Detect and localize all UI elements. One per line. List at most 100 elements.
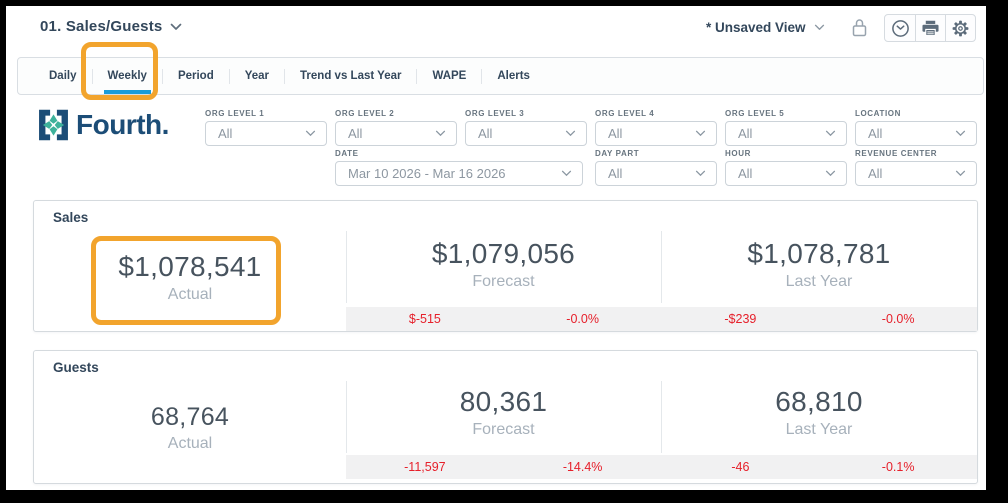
guests-forecast-metric: 80,361 Forecast bbox=[346, 373, 661, 452]
filter-org-level-1: ORG LEVEL 1 All bbox=[205, 109, 327, 146]
sales-forecast-metric: $1,079,056 Forecast bbox=[346, 223, 661, 306]
guests-card: Guests 68,764 Actual 80,361 Forecast 68,… bbox=[33, 350, 978, 484]
metric-value: 80,361 bbox=[459, 386, 548, 417]
chevron-down-icon bbox=[435, 130, 446, 137]
select-value: All bbox=[348, 126, 363, 141]
print-button[interactable] bbox=[915, 15, 945, 41]
chevron-down-icon bbox=[695, 170, 706, 177]
metric-label: Forecast bbox=[472, 421, 535, 438]
metric-label: Forecast bbox=[472, 273, 535, 290]
filter-label: REVENUE CENTER bbox=[855, 149, 938, 158]
filter-label: ORG LEVEL 4 bbox=[595, 109, 655, 118]
tab-label: Trend vs Last Year bbox=[300, 70, 402, 82]
revenue-center-select[interactable]: All bbox=[855, 161, 977, 186]
metric-label: Actual bbox=[167, 435, 213, 452]
select-value: All bbox=[478, 126, 493, 141]
tab-weekly[interactable]: Weekly bbox=[93, 58, 162, 94]
chevron-down-icon bbox=[955, 170, 966, 177]
column-divider bbox=[346, 231, 347, 303]
tab-label: Weekly bbox=[107, 70, 147, 82]
location-select[interactable]: All bbox=[855, 121, 977, 146]
tab-alerts[interactable]: Alerts bbox=[482, 58, 545, 94]
select-value: All bbox=[868, 126, 883, 141]
tab-separator bbox=[161, 68, 163, 84]
last-year-delta-percent: -0.0% bbox=[881, 312, 915, 326]
printer-icon bbox=[921, 20, 940, 37]
tab-year[interactable]: Year bbox=[230, 58, 284, 94]
sales-card: Sales $1,078,541 Actual $1,079,056 Forec… bbox=[33, 200, 978, 332]
filter-org-level-4: ORG LEVEL 4 All bbox=[595, 109, 717, 146]
org-level-1-select[interactable]: All bbox=[205, 121, 327, 146]
tab-period[interactable]: Period bbox=[163, 58, 229, 94]
chevron-down-icon bbox=[561, 170, 572, 177]
select-value: All bbox=[738, 166, 753, 181]
day-part-select[interactable]: All bbox=[595, 161, 717, 186]
column-divider bbox=[661, 381, 662, 453]
tab-label: Alerts bbox=[497, 70, 530, 82]
tab-wape[interactable]: WAPE bbox=[417, 58, 481, 94]
last-year-delta-value: -46 bbox=[731, 460, 750, 474]
metric-label: Last Year bbox=[785, 421, 853, 438]
column-divider bbox=[346, 381, 347, 453]
forecast-delta-percent: -0.0% bbox=[566, 312, 599, 326]
last-year-delta-value: -$239 bbox=[724, 312, 757, 326]
guests-actual-metric: 68,764 Actual bbox=[34, 373, 346, 483]
page-title[interactable]: 01. Sales/Guests bbox=[40, 18, 182, 35]
guests-last-year-metric: 68,810 Last Year bbox=[661, 373, 977, 452]
tab-daily[interactable]: Daily bbox=[34, 58, 92, 94]
chevron-down-icon bbox=[565, 130, 576, 137]
chevron-down-icon bbox=[305, 130, 316, 137]
tab-bar: Daily Weekly Period Year Trend vs Last Y… bbox=[17, 57, 984, 95]
forecast-delta-percent: -14.4% bbox=[562, 460, 603, 474]
filter-date: DATE Mar 10 2026 - Mar 16 2026 bbox=[335, 149, 583, 186]
filter-label: ORG LEVEL 1 bbox=[205, 109, 265, 118]
header-toolbar bbox=[884, 14, 976, 42]
hour-select[interactable]: All bbox=[725, 161, 847, 186]
column-divider bbox=[661, 231, 662, 303]
date-range-select[interactable]: Mar 10 2026 - Mar 16 2026 bbox=[335, 161, 583, 186]
org-level-5-select[interactable]: All bbox=[725, 121, 847, 146]
metric-label: Last Year bbox=[785, 273, 853, 290]
sales-last-year-metric: $1,078,781 Last Year bbox=[661, 223, 977, 306]
settings-button[interactable] bbox=[945, 15, 975, 41]
org-level-2-select[interactable]: All bbox=[335, 121, 457, 146]
forecast-delta-value: $-515 bbox=[408, 312, 441, 326]
card-title: Sales bbox=[53, 210, 89, 225]
chevron-down-icon bbox=[955, 130, 966, 137]
tab-label: WAPE bbox=[432, 70, 467, 82]
tab-separator bbox=[481, 68, 483, 84]
chevron-down-icon bbox=[814, 24, 825, 31]
lock-icon[interactable] bbox=[851, 17, 868, 38]
filter-revenue-center: REVENUE CENTER All bbox=[855, 149, 977, 186]
metric-value: $1,079,056 bbox=[431, 238, 576, 269]
filter-label: DATE bbox=[335, 149, 359, 158]
select-value: Mar 10 2026 - Mar 16 2026 bbox=[348, 166, 506, 181]
filter-label: ORG LEVEL 5 bbox=[725, 109, 785, 118]
unsaved-view-menu[interactable]: * Unsaved View bbox=[706, 20, 825, 35]
recent-clock-button[interactable] bbox=[885, 15, 915, 41]
guests-delta-band: -11,597 -14.4% -46 -0.1% bbox=[346, 455, 977, 479]
org-level-4-select[interactable]: All bbox=[595, 121, 717, 146]
fourth-logo-icon bbox=[36, 108, 71, 142]
card-title: Guests bbox=[53, 360, 99, 375]
metric-value: $1,078,541 bbox=[118, 250, 262, 282]
filter-org-level-3: ORG LEVEL 3 All bbox=[465, 109, 587, 146]
metric-value: 68,810 bbox=[775, 386, 863, 417]
page-title-text: 01. Sales/Guests bbox=[40, 18, 163, 35]
fourth-logo-text: Fourth. bbox=[76, 109, 169, 140]
gear-icon bbox=[951, 19, 970, 38]
forecast-delta-value: -11,597 bbox=[404, 460, 446, 474]
org-level-3-select[interactable]: All bbox=[465, 121, 587, 146]
select-value: All bbox=[868, 166, 883, 181]
tab-trend-vs-last-year[interactable]: Trend vs Last Year bbox=[285, 58, 416, 94]
filter-org-level-5: ORG LEVEL 5 All bbox=[725, 109, 847, 146]
select-value: All bbox=[738, 126, 753, 141]
tab-separator bbox=[228, 68, 230, 84]
filter-label: ORG LEVEL 2 bbox=[335, 109, 395, 118]
clock-icon bbox=[891, 19, 910, 38]
tab-separator bbox=[91, 68, 93, 84]
select-value: All bbox=[608, 126, 623, 141]
sales-delta-band: $-515 -0.0% -$239 -0.0% bbox=[346, 307, 977, 331]
metric-label: Actual bbox=[167, 285, 213, 303]
